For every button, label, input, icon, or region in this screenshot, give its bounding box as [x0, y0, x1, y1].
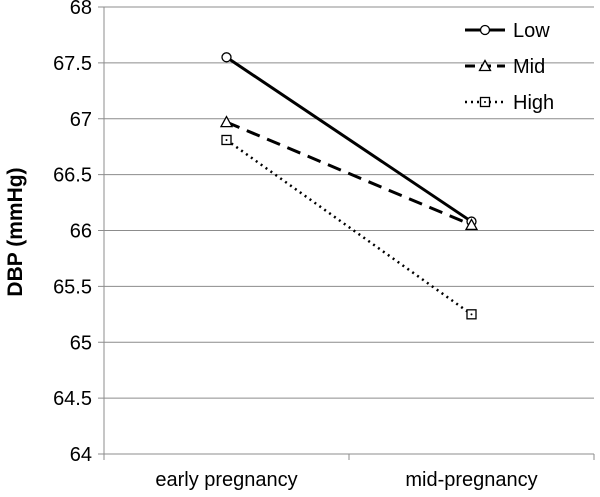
x-tick-label: mid-pregnancy: [405, 469, 537, 491]
y-tick-label: 67: [70, 109, 92, 131]
y-tick-label: 65.5: [53, 276, 92, 298]
series-low: [221, 52, 477, 227]
series-mid: [219, 115, 479, 231]
legend-item-high: High: [465, 92, 554, 114]
y-tick-label: 65: [70, 332, 92, 354]
square-marker-dot: [484, 101, 486, 103]
data-point-high: [221, 134, 232, 146]
x-tick-label: early pregnancy: [155, 469, 297, 491]
legend-item-mid: Mid: [465, 56, 545, 78]
series: [219, 52, 479, 320]
square-marker-dot: [470, 313, 473, 316]
y-tick-label: 64: [70, 444, 92, 466]
y-tick-label: 68: [70, 0, 92, 19]
data-point-mid: [219, 115, 234, 128]
legend-label: Mid: [513, 56, 545, 78]
data-point-high: [466, 309, 477, 320]
axes: [98, 6, 595, 460]
legend-label: Low: [513, 20, 550, 42]
y-tick-labels: 64 64.5 65 65.5 66 66.5 67 67.5 68: [53, 0, 92, 466]
legend-marker: [479, 24, 491, 36]
series-high: [221, 134, 477, 320]
legend-item-low: Low: [465, 20, 550, 42]
y-tick-label: 64.5: [53, 388, 92, 410]
legend-label: High: [513, 92, 554, 114]
series-line-low: [225, 56, 473, 223]
legend: Low Mid High: [465, 20, 554, 114]
y-tick-label: 66.5: [53, 165, 92, 187]
y-tick-label: 67.5: [53, 53, 92, 75]
series-line-mid: [225, 120, 473, 227]
x-tick-labels: early pregnancy mid-pregnancy: [155, 469, 537, 491]
data-point-low: [221, 52, 232, 63]
legend-marker: [479, 96, 491, 108]
series-line-high: [225, 138, 473, 316]
data-point-mid: [464, 218, 479, 231]
y-axis-label: DBP (mmHg): [4, 167, 27, 296]
legend-marker: [478, 59, 492, 72]
square-marker-dot: [225, 138, 228, 141]
y-tick-label: 66: [70, 221, 92, 243]
